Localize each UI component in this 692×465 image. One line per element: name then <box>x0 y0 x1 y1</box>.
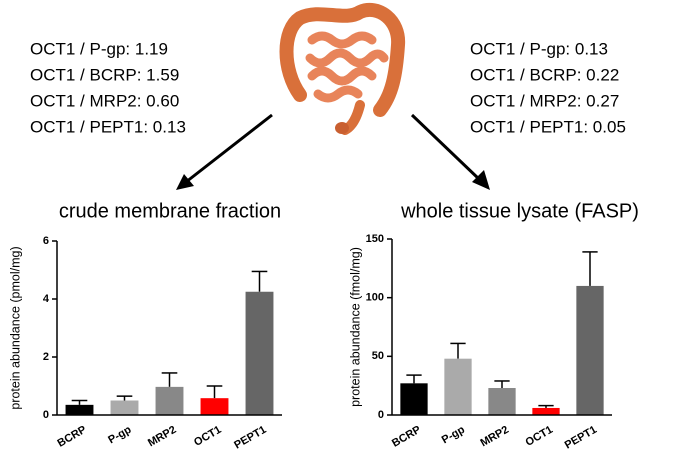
bar <box>110 400 139 415</box>
chart: OCT1 / P-gp: 0.13 OCT1 / BCRP: 0.22 OCT1 /… <box>348 39 639 451</box>
y-tick-label: 150 <box>366 233 384 245</box>
ratio-annotation: OCT1 / P-gp: 1.19 <box>30 39 168 58</box>
chart-title: whole tissue lysate (FASP) <box>400 200 639 222</box>
arrows <box>176 113 490 190</box>
x-tick-label: P-gp <box>106 424 133 447</box>
x-tick-label: MRP2 <box>146 424 178 450</box>
bar <box>532 407 560 415</box>
x-tick-label: OCT1 <box>524 424 555 449</box>
bar <box>200 398 229 415</box>
ratio-annotation: OCT1 / BCRP: 0.22 <box>470 65 619 84</box>
bar <box>65 404 94 415</box>
bar <box>155 386 184 415</box>
x-tick-label: BCRP <box>55 424 88 450</box>
bar <box>488 388 516 415</box>
intestine-illustration <box>279 3 406 135</box>
y-tick-label: 0 <box>43 409 49 421</box>
x-tick-label: P-gp <box>440 424 467 447</box>
y-axis-label: protein abundance (pmol/mg) <box>8 246 22 409</box>
chart: OCT1 / P-gp: 1.19 OCT1 / BCRP: 1.59 OCT1 /… <box>8 39 282 452</box>
ratio-annotation: OCT1 / PEPT1: 0.05 <box>470 117 626 136</box>
x-tick-label: BCRP <box>390 424 423 450</box>
x-tick-label: MRP2 <box>478 424 510 450</box>
y-tick-label: 50 <box>372 350 384 362</box>
bar <box>444 358 472 415</box>
y-tick-label: 100 <box>366 292 384 304</box>
bar <box>400 383 428 415</box>
ratio-annotation: OCT1 / MRP2: 0.27 <box>470 91 619 110</box>
x-tick-label: PEPT1 <box>563 424 599 452</box>
chart-title: crude membrane fraction <box>59 200 281 222</box>
x-tick-label: PEPT1 <box>232 424 268 452</box>
ratio-annotation: OCT1 / MRP2: 0.60 <box>30 91 179 110</box>
y-tick-label: 0 <box>378 409 384 421</box>
y-tick-label: 4 <box>43 293 50 305</box>
y-tick-label: 6 <box>43 235 49 247</box>
y-tick-label: 2 <box>43 351 49 363</box>
ratio-annotation: OCT1 / BCRP: 1.59 <box>30 65 179 84</box>
bar <box>245 291 274 415</box>
ratio-annotation: OCT1 / PEPT1: 0.13 <box>30 117 186 136</box>
y-axis-label: protein abundance (fmol/mg) <box>348 247 362 407</box>
x-tick-label: OCT1 <box>192 424 223 449</box>
ratio-annotation: OCT1 / P-gp: 0.13 <box>470 39 608 58</box>
bar <box>576 285 604 415</box>
